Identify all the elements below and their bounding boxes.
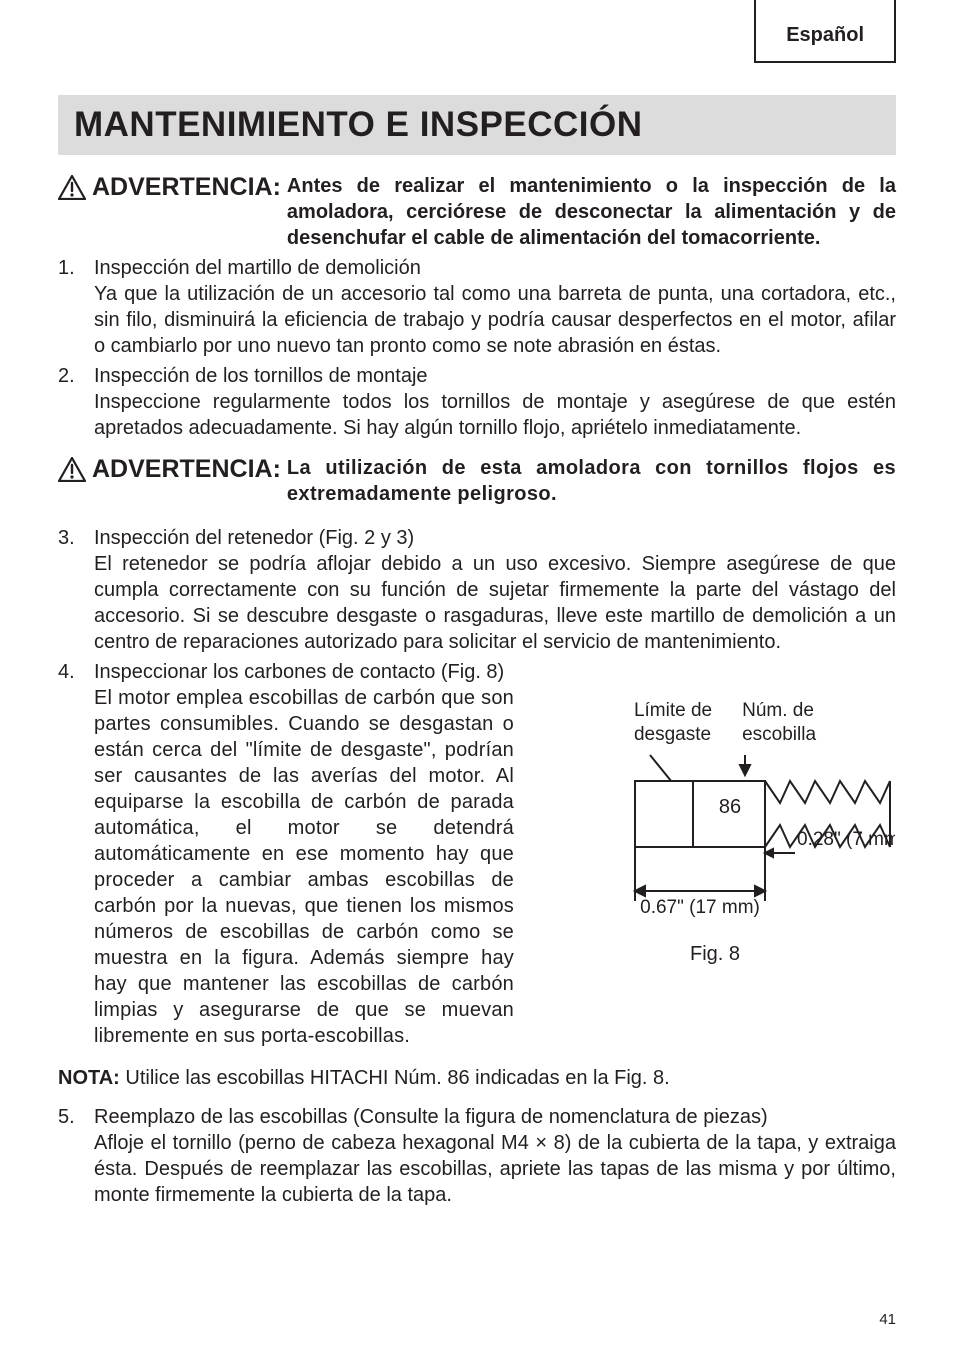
item-title: Inspeccionar los carbones de contacto (F…	[94, 659, 896, 685]
item-number: 2.	[58, 363, 94, 441]
language-label: Español	[754, 0, 896, 63]
list-item: 3. Inspección del retenedor (Fig. 2 y 3)…	[58, 525, 896, 655]
item-title: Inspección de los tornillos de montaje	[94, 363, 896, 389]
note-label: NOTA:	[58, 1067, 120, 1089]
dim-small: 0.28" (7 mm)	[797, 829, 895, 850]
brush-diagram: 86	[535, 753, 895, 923]
item-title: Reemplazo de las escobillas (Consulte la…	[94, 1104, 896, 1130]
item-desc: El retenedor se podría aflojar debido a …	[94, 551, 896, 655]
item-desc: Ya que la utilización de un accesorio ta…	[94, 281, 896, 359]
list-item: 1. Inspección del martillo de demolición…	[58, 255, 896, 359]
list-item: 5. Reemplazo de las escobillas (Consulte…	[58, 1104, 896, 1208]
warning-text-2: La utilización de esta amoladora con tor…	[287, 455, 896, 507]
figure-caption: Fig. 8	[690, 941, 740, 967]
note: NOTA: Utilice las escobillas HITACHI Núm…	[58, 1067, 896, 1090]
item-number: 1.	[58, 255, 94, 359]
warning-block-1: ADVERTENCIA: Antes de realizar el manten…	[58, 173, 896, 251]
warning-block-2: ADVERTENCIA: La utilización de esta amol…	[58, 455, 896, 507]
list-item-4: 4. Inspeccionar los carbones de contacto…	[58, 659, 896, 1049]
brush-number: 86	[719, 796, 741, 818]
figure-label-left: Límite dedesgaste	[634, 699, 712, 747]
warning-icon	[58, 175, 86, 200]
item-desc: El motor emplea escobillas de carbón que…	[94, 685, 514, 1049]
item-title: Inspección del retenedor (Fig. 2 y 3)	[94, 525, 896, 551]
item-number: 4.	[58, 659, 94, 1049]
dim-large: 0.67" (17 mm)	[640, 897, 760, 918]
figure-label-right: Núm. deescobilla	[742, 699, 816, 747]
list-item-5: 5. Reemplazo de las escobillas (Consulte…	[58, 1104, 896, 1208]
warning-label-1: ADVERTENCIA:	[58, 173, 281, 202]
list-item: 4. Inspeccionar los carbones de contacto…	[58, 659, 896, 1049]
page-number: 41	[879, 1311, 896, 1328]
warning-text-1: Antes de realizar el mantenimiento o la …	[287, 173, 896, 251]
item-number: 5.	[58, 1104, 94, 1208]
list-items-1-2: 1. Inspección del martillo de demolición…	[58, 255, 896, 441]
item-desc: Inspeccione regularmente todos los torni…	[94, 389, 896, 441]
warning-label-text: ADVERTENCIA:	[92, 173, 281, 202]
warning-label-text: ADVERTENCIA:	[92, 455, 281, 484]
main-title: MANTENIMIENTO E INSPECCIÓN	[58, 95, 896, 155]
item-desc: Afloje el tornillo (perno de cabeza hexa…	[94, 1130, 896, 1208]
item-number: 3.	[58, 525, 94, 655]
figure-8: Límite dedesgaste Núm. deescobilla	[534, 685, 896, 1049]
warning-label-2: ADVERTENCIA:	[58, 455, 281, 484]
note-text: Utilice las escobillas HITACHI Núm. 86 i…	[125, 1067, 669, 1089]
list-item-3: 3. Inspección del retenedor (Fig. 2 y 3)…	[58, 525, 896, 655]
list-item: 2. Inspección de los tornillos de montaj…	[58, 363, 896, 441]
item-title: Inspección del martillo de demolición	[94, 255, 896, 281]
warning-icon	[58, 457, 86, 482]
